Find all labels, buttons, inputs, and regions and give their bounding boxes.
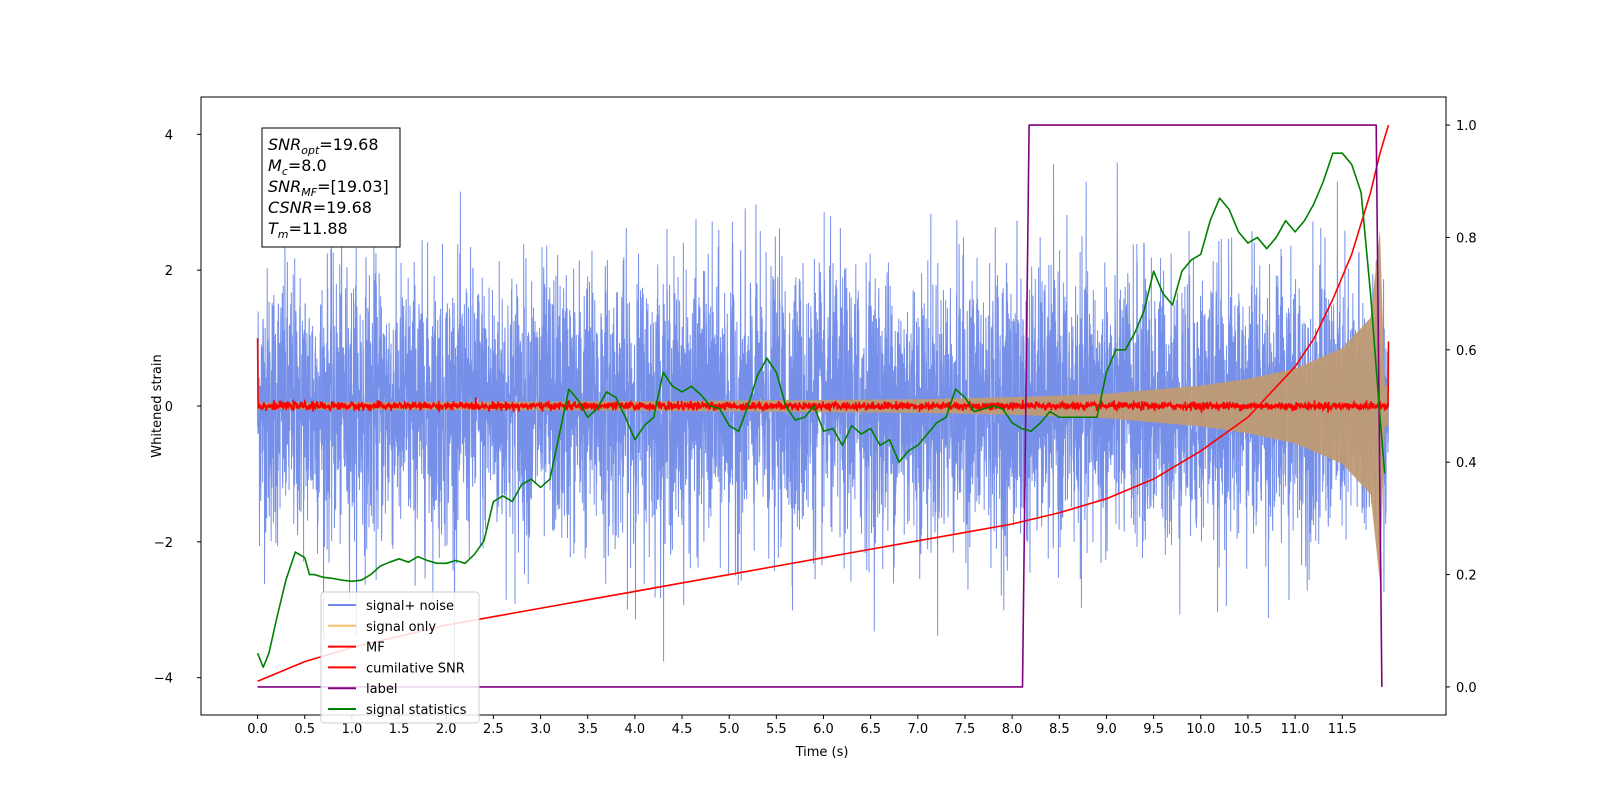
y-right-tick-label: 0.6 — [1456, 344, 1477, 359]
x-tick-label: 0.0 — [247, 722, 268, 737]
x-tick-label: 6.0 — [813, 722, 834, 737]
series-signal-noise-line — [257, 162, 1389, 680]
info-var: CSNR — [268, 198, 313, 217]
x-tick-label: 4.5 — [672, 722, 693, 737]
x-tick-label: 11.5 — [1328, 722, 1357, 737]
y-right-tick-label: 0.0 — [1456, 681, 1477, 696]
info-sub: MF — [301, 186, 317, 199]
info-var: M — [268, 156, 282, 175]
x-tick-label: 3.0 — [530, 722, 551, 737]
x-tick-label: 5.0 — [719, 722, 740, 737]
x-tick-label: 11.0 — [1281, 722, 1310, 737]
y-right-tick-label: 0.4 — [1456, 456, 1477, 471]
info-var: SNR — [268, 135, 301, 154]
info-sub: opt — [301, 144, 320, 157]
x-axis-label: Time (s) — [795, 745, 849, 760]
legend-label: MF — [366, 641, 385, 656]
y-right-tick-label: 1.0 — [1456, 119, 1477, 134]
y-left-tick-label: 2 — [165, 264, 173, 279]
legend-label: signal statistics — [366, 703, 467, 718]
legend: signal+ noise signal only MF cumilative SNR… — [320, 591, 480, 724]
legend-label: signal only — [366, 620, 436, 635]
info-box-line: SNRMF=[19.03] — [268, 177, 389, 199]
x-tick-label: 1.5 — [389, 722, 410, 737]
info-box-line: SNRopt=19.68 — [268, 135, 379, 157]
x-tick-label: 9.0 — [1096, 722, 1117, 737]
legend-frame — [320, 591, 480, 724]
info-box-line: CSNR=19.68 — [268, 198, 372, 217]
info-value: =19.68 — [313, 198, 372, 217]
info-sub: c — [282, 165, 288, 178]
y-right-tick-label: 0.2 — [1456, 569, 1477, 584]
y-left-axis-ticks: −4 −2 0 2 4 — [154, 128, 201, 687]
x-tick-label: 9.5 — [1143, 722, 1164, 737]
x-tick-label: 5.5 — [766, 722, 787, 737]
x-axis-ticks: 0.0 0.5 1.0 1.5 2.0 2.5 3.0 3.5 4.0 4.5 5.0 5.5 6.0 6… — [247, 715, 1357, 737]
x-tick-label: 10.5 — [1233, 722, 1262, 737]
info-box-line: Tm=11.88 — [268, 219, 348, 241]
x-tick-label: 4.0 — [625, 722, 646, 737]
legend-label: label — [366, 682, 397, 697]
x-tick-label: 2.5 — [483, 722, 504, 737]
x-tick-label: 6.5 — [860, 722, 881, 737]
series-mf-line — [256, 338, 1390, 413]
x-tick-label: 7.5 — [955, 722, 976, 737]
y-left-tick-label: −4 — [154, 672, 173, 687]
x-tick-label: 10.0 — [1186, 722, 1215, 737]
series-signal-statistics-line — [256, 152, 1386, 669]
info-var: SNR — [268, 177, 301, 196]
info-box: SNRopt=19.68Mc=8.0SNRMF=[19.03]CSNR=19.6… — [261, 127, 401, 248]
legend-label: signal+ noise — [366, 599, 454, 614]
x-tick-label: 3.5 — [577, 722, 598, 737]
y-left-tick-label: 4 — [165, 128, 173, 143]
x-tick-label: 1.0 — [342, 722, 363, 737]
series-label-line — [257, 124, 1383, 688]
info-sub: m — [278, 228, 289, 241]
y-left-tick-label: −2 — [154, 536, 173, 551]
x-tick-label: 2.0 — [436, 722, 457, 737]
info-box-frame — [261, 127, 401, 248]
x-tick-label: 0.5 — [294, 722, 315, 737]
legend-label: cumilative SNR — [366, 661, 465, 676]
info-value: =8.0 — [288, 156, 327, 175]
y-left-axis-label: Whitened strain — [150, 354, 165, 457]
x-tick-label: 8.5 — [1049, 722, 1070, 737]
info-box-line: Mc=8.0 — [268, 156, 327, 178]
info-value: =11.88 — [289, 219, 348, 238]
info-value: =19.68 — [319, 135, 378, 154]
info-value: =[19.03] — [317, 177, 389, 196]
y-right-axis-ticks: 0.0 0.2 0.4 0.6 0.8 1.0 — [1446, 119, 1477, 696]
x-tick-label: 7.0 — [907, 722, 928, 737]
info-var: T — [268, 219, 279, 238]
y-right-tick-label: 0.8 — [1456, 231, 1477, 246]
x-tick-label: 8.0 — [1002, 722, 1023, 737]
y-left-tick-label: 0 — [165, 400, 173, 415]
